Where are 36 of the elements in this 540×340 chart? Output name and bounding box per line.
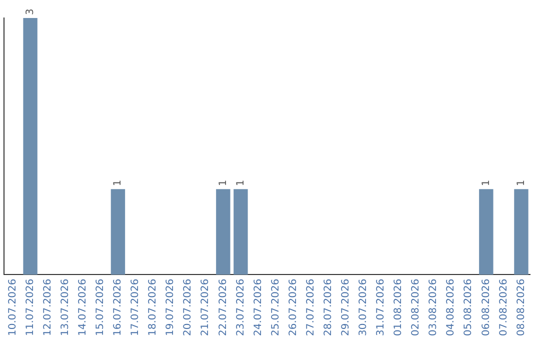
x-tick-label: 19.07.2026: [165, 278, 176, 336]
x-tick-label: 05.08.2026: [463, 278, 474, 336]
x-tick-label: 01.08.2026: [393, 278, 404, 336]
x-tick-label: 06.08.2026: [480, 278, 492, 336]
x-tick-label: 17.07.2026: [130, 278, 142, 336]
x-tick-label: 28.07.2026: [322, 278, 334, 336]
x-tick-label: 14.07.2026: [77, 278, 88, 336]
x-tick-label: 30.07.2026: [358, 278, 370, 336]
x-tick-label: 10.07.2026: [7, 278, 18, 336]
x-tick-label: 23.07.2026: [235, 278, 246, 336]
x-tick-label: 02.08.2026: [410, 278, 422, 336]
x-tick-label: 24.07.2026: [252, 278, 264, 336]
data-label: 1: [235, 180, 246, 186]
x-tick-label: 27.07.2026: [305, 278, 316, 336]
data-label: 1: [218, 180, 229, 186]
data-label: 1: [480, 180, 492, 186]
x-tick-label: 03.08.2026: [428, 278, 440, 336]
x-tick-label: 18.07.2026: [148, 278, 159, 336]
x-tick-label: 31.07.2026: [376, 278, 387, 336]
x-tick-label: 15.07.2026: [95, 278, 106, 336]
x-tick-label: 07.08.2026: [498, 278, 510, 336]
x-tick-label: 04.08.2026: [446, 278, 457, 336]
x-tick-label: 08.08.2026: [516, 278, 527, 336]
x-tick-label: 29.07.2026: [340, 278, 352, 336]
x-tick-label: 13.07.2026: [60, 278, 71, 336]
x-tick-label: 26.07.2026: [288, 278, 299, 336]
x-tick-label: 16.07.2026: [112, 278, 124, 336]
x-tick-label: 12.07.2026: [42, 278, 54, 336]
x-tick-label: 25.07.2026: [270, 278, 282, 336]
data-label: 1: [112, 180, 124, 186]
data-label: 1: [516, 180, 527, 186]
x-tick-label: 22.07.2026: [218, 278, 229, 336]
x-tick-label: 20.07.2026: [182, 278, 194, 336]
data-label: 3: [24, 8, 36, 15]
x-tick-label: 21.07.2026: [200, 278, 212, 336]
x-tick-label: 11.07.2026: [24, 278, 36, 336]
